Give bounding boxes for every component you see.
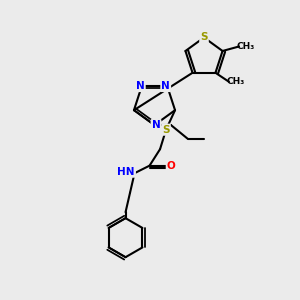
Text: CH₃: CH₃ (236, 42, 255, 51)
Text: N: N (136, 81, 145, 91)
Text: S: S (162, 125, 170, 135)
Text: N: N (152, 120, 160, 130)
Text: O: O (167, 161, 176, 171)
Text: N: N (161, 81, 170, 91)
Text: S: S (200, 32, 208, 43)
Text: CH₃: CH₃ (226, 77, 245, 86)
Text: HN: HN (117, 167, 135, 177)
